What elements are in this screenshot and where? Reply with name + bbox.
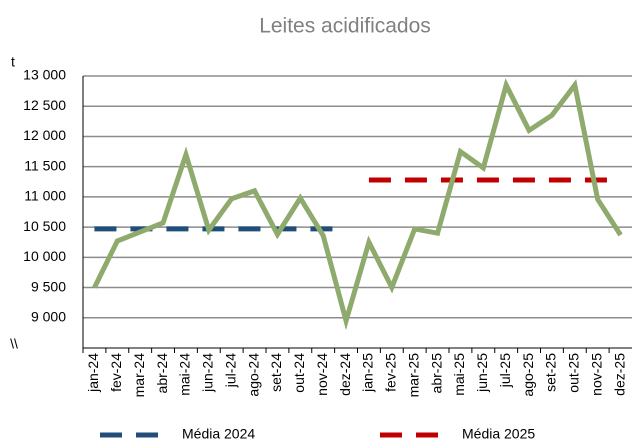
y-tick-label: 12 000: [23, 127, 66, 143]
x-tick-label: jun-25: [474, 353, 490, 393]
y-tick-label: 10 500: [23, 218, 66, 234]
x-tick-label: mai-24: [177, 353, 193, 396]
x-tick-label: nov-24: [314, 353, 330, 396]
axis-break: \\: [10, 336, 18, 352]
x-tick-label: fev-25: [383, 353, 399, 392]
x-tick-label: dez-25: [611, 353, 627, 396]
y-tick-label: 11 000: [24, 188, 66, 204]
x-tick-label: jan-24: [85, 353, 101, 393]
x-tick-label: jul-24: [222, 353, 238, 388]
x-tick-label: ago-24: [245, 353, 261, 397]
y-tick-label: 13 000: [23, 67, 66, 83]
x-tick-label: jun-24: [200, 353, 216, 393]
x-tick-label: mar-25: [405, 353, 421, 398]
x-tick-label: abr-24: [154, 353, 170, 394]
x-tick-label: out-24: [291, 353, 307, 393]
x-tick-label: dez-24: [337, 353, 353, 396]
x-tick-label: jul-25: [497, 353, 513, 388]
x-tick-label: abr-25: [428, 353, 444, 394]
x-tick-label: set-24: [268, 353, 284, 392]
x-tick-label: mar-24: [131, 353, 147, 398]
chart-title: Leites acidificados: [259, 15, 431, 38]
legend-label: Média 2024: [182, 426, 255, 442]
y-tick-label: 10 000: [23, 248, 66, 264]
x-tick-label: fev-24: [108, 353, 124, 392]
y-tick-label: 11 500: [24, 157, 66, 173]
data-line: [92, 78, 623, 331]
legend-label: Média 2025: [462, 426, 535, 442]
x-tick-label: jan-25: [360, 353, 376, 393]
y-tick-label: 9 000: [31, 308, 66, 324]
y-unit: t: [11, 54, 15, 70]
x-tick-label: mai-25: [451, 353, 467, 396]
x-tick-label: ago-25: [520, 353, 536, 397]
x-tick-label: nov-25: [588, 353, 604, 396]
x-tick-label: out-25: [566, 353, 582, 393]
y-tick-label: 9 500: [31, 278, 66, 294]
y-tick-label: 12 500: [23, 97, 66, 113]
x-tick-label: set-25: [543, 353, 559, 392]
